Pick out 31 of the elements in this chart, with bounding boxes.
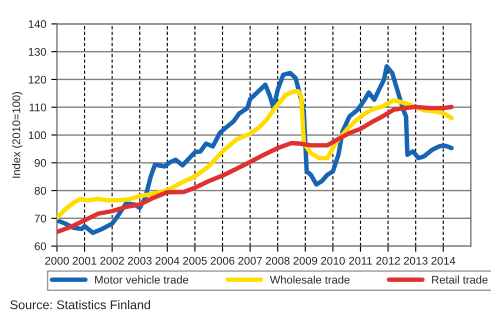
line-series bbox=[56, 104, 454, 234]
x-tick-label: 2002 bbox=[100, 256, 124, 265]
y-tick-label: 60 bbox=[34, 242, 46, 250]
y-tick-label: 120 bbox=[28, 76, 46, 84]
x-tick-label: 2012 bbox=[376, 256, 400, 265]
y-tick-label: 110 bbox=[30, 104, 46, 112]
x-tick-label: 2005 bbox=[183, 256, 207, 265]
y-tick-label: 140 bbox=[28, 20, 46, 28]
x-tick-label: 2009 bbox=[294, 256, 318, 265]
y-tick-label: 90 bbox=[34, 159, 46, 167]
legend-label: Wholesale trade bbox=[270, 276, 350, 284]
source-note: Source: Statistics Finland bbox=[10, 300, 150, 310]
line-series bbox=[56, 89, 454, 220]
x-tick-label: 2010 bbox=[321, 256, 345, 265]
x-tick-label: 2007 bbox=[238, 256, 262, 265]
x-tick-label: 2013 bbox=[404, 256, 428, 265]
x-tick-label: 2001 bbox=[72, 256, 96, 265]
y-tick-label: 100 bbox=[28, 131, 46, 140]
x-tick-label: 2006 bbox=[210, 256, 234, 265]
x-tick-label: 2011 bbox=[349, 256, 372, 265]
legend-label: Retail trade bbox=[432, 276, 488, 284]
legend-label: Motor vehicle trade bbox=[95, 276, 188, 284]
x-tick-label: 2003 bbox=[128, 256, 152, 265]
x-tick-label: 2004 bbox=[156, 256, 180, 265]
y-axis-title: Index (2010=100) bbox=[12, 92, 22, 178]
y-tick-label: 70 bbox=[34, 214, 46, 222]
x-tick-label: 2008 bbox=[266, 256, 290, 265]
x-tick-label: 2000 bbox=[45, 256, 69, 265]
y-tick-label: 130 bbox=[28, 48, 46, 56]
x-tick-label: 2014 bbox=[431, 256, 456, 265]
y-tick-label: 80 bbox=[34, 186, 46, 195]
